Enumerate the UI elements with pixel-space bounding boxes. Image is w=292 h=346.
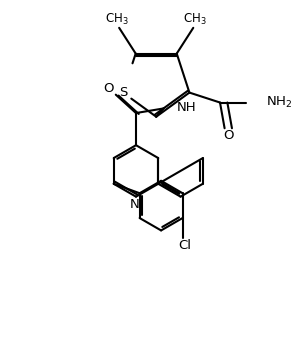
Text: NH$_2$: NH$_2$ [266, 95, 292, 110]
Text: CH$_3$: CH$_3$ [183, 12, 207, 27]
Text: O: O [103, 82, 114, 95]
Text: N: N [130, 198, 140, 210]
Text: S: S [119, 86, 127, 99]
Text: CH$_3$: CH$_3$ [105, 12, 129, 27]
Text: O: O [223, 129, 234, 142]
Text: NH: NH [176, 101, 196, 114]
Text: Cl: Cl [178, 239, 191, 252]
